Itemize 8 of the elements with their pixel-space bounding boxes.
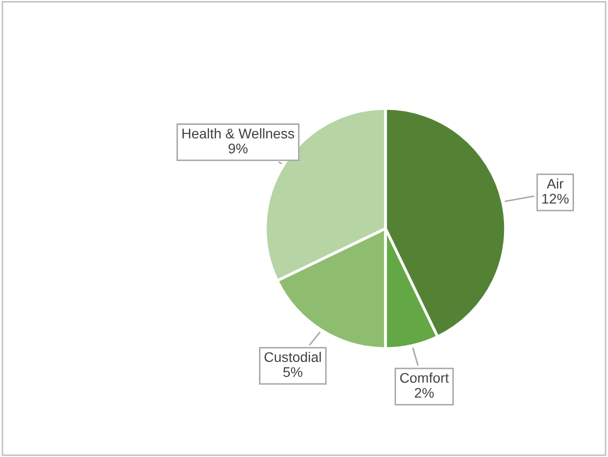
data-label: 12%: [542, 194, 569, 204]
data-label: 2%: [414, 388, 434, 398]
slice-label: Comfort: [400, 372, 449, 383]
slice-label: Health & Wellness: [182, 128, 294, 138]
data-label: 9%: [228, 144, 248, 154]
slice-label: Air: [546, 178, 564, 189]
slice-label: Custodial: [264, 352, 321, 362]
data-label: 5%: [283, 367, 302, 377]
